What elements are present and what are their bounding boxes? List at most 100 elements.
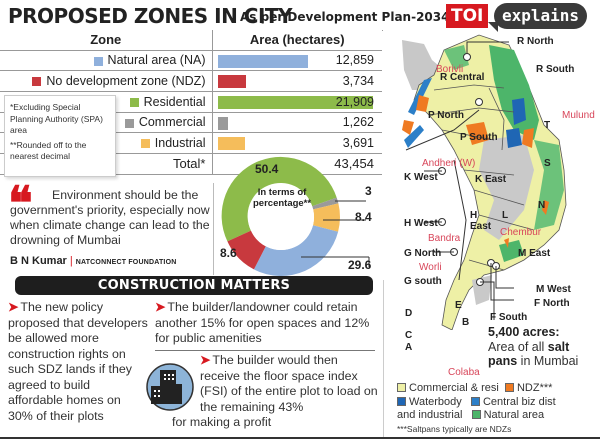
table-row: Natural area (NA) 12,859 xyxy=(0,50,382,72)
point-3-text: The builder would then receive the floor… xyxy=(200,353,378,414)
ward-label-p-north: P North xyxy=(428,110,464,121)
donut-slice-natural-area xyxy=(253,225,339,276)
ward-label-s: S xyxy=(544,158,551,169)
attribution-separator: | xyxy=(69,255,73,267)
bottom-rule xyxy=(0,437,600,439)
place-label-bandra: Bandra xyxy=(428,233,461,244)
swatch-residential xyxy=(129,97,139,107)
legend-swatch-natural-area xyxy=(471,410,481,419)
bar-residential xyxy=(217,95,373,109)
ward-label-n: N xyxy=(538,200,546,211)
ward-label-c: C xyxy=(405,330,413,341)
total-value: 43,454 xyxy=(334,156,374,172)
total-label: Total* xyxy=(172,156,206,172)
legend-swatch-commercial-resi xyxy=(397,383,406,392)
quote-attribution: B N Kumar | NATCONNECT FOUNDATION xyxy=(10,255,176,267)
area-value: 21,909 xyxy=(335,94,374,109)
construction-point-2: ➤ The builder/landowner could retain anot… xyxy=(155,300,380,347)
donut-center-caption: In terms of percentage** xyxy=(253,187,312,209)
footnote-box: *Excluding Special Planning Authority (S… xyxy=(4,95,116,177)
ward-label-r-central: R Central xyxy=(440,72,485,83)
zone-label: Industrial xyxy=(154,136,206,151)
ward-label-l: L xyxy=(502,210,509,221)
explains-badge: explains xyxy=(494,3,588,29)
arrow-bullet-icon: ➤ xyxy=(155,300,166,314)
bar-industrial xyxy=(217,137,245,151)
donut-slice-residential xyxy=(221,156,337,242)
legend-label: Commercial & resi xyxy=(409,382,499,394)
ward-label-r-north: R North xyxy=(517,36,554,47)
column-separator xyxy=(383,280,384,437)
area-value: 3,691 xyxy=(342,136,374,151)
speech-bubble-tail xyxy=(488,22,498,32)
zone-label: Commercial xyxy=(138,115,206,130)
ward-label-k-west: K West xyxy=(404,172,438,183)
area-value: 3,734 xyxy=(342,74,374,89)
quote-author-organization: NATCONNECT FOUNDATION xyxy=(75,259,177,266)
ward-label-p-south: P South xyxy=(460,132,498,143)
point-2-text: The builder/landowner could retain anoth… xyxy=(155,300,370,345)
quote-mark-icon: ❝ xyxy=(8,176,33,230)
quote-author-name: B N Kumar xyxy=(10,255,67,267)
footnote-spa: *Excluding Special Planning Authority (S… xyxy=(10,102,103,135)
swatch-natural-area xyxy=(93,56,103,66)
legend-label: Waterbody xyxy=(409,395,462,408)
bar-commercial xyxy=(217,116,228,130)
place-label-borivli: Borivli xyxy=(436,64,464,75)
donut-slice-ndz xyxy=(227,230,266,270)
donut-slice-industrial xyxy=(313,203,340,232)
ward-label-f-south: F South xyxy=(490,312,528,323)
construction-point-1: ➤ The new policy proposed that developers… xyxy=(8,300,148,424)
point-divider xyxy=(155,350,375,351)
ward-label-g-south: G south xyxy=(404,276,442,287)
place-label-worli: Worli xyxy=(419,262,442,273)
ward-label-f-north: F North xyxy=(534,298,570,309)
construction-point-3-continued: for making a profit xyxy=(172,415,272,429)
place-label-mulund: Mulund xyxy=(562,110,595,121)
swatch-ndz xyxy=(32,77,42,87)
area-value: 1,262 xyxy=(342,115,374,130)
point-1-text: The new policy proposed that developers … xyxy=(8,300,148,423)
bar-ndz xyxy=(217,75,246,89)
footnote-rounding: **Rounded off to the nearest decimal xyxy=(10,139,87,162)
legend-label: and industrial xyxy=(397,409,463,421)
legend-label: Natural area xyxy=(483,409,545,421)
donut-slice-commercial xyxy=(312,197,339,210)
percentage-donut-chart xyxy=(221,156,370,276)
zone-label: No development zone (NDZ) xyxy=(46,74,206,89)
zone-label: Residential xyxy=(143,94,206,109)
column-header-zone: Zone xyxy=(0,30,213,51)
donut-label-industrial: 8.4 xyxy=(355,210,372,224)
donut-label-natural-area: 29.6 xyxy=(348,258,372,272)
legend-label: NDZ*** xyxy=(516,382,553,394)
ward-label-m-east: M East xyxy=(518,248,551,259)
construction-point-3: ➤ The builder would then receive the floo… xyxy=(200,353,380,415)
place-label-chembur: Chembur xyxy=(500,227,542,238)
page-subtitle: As per Development Plan-2034 xyxy=(240,10,450,24)
ward-label-t: T xyxy=(544,120,551,131)
ward-label-h-east: H East xyxy=(470,210,492,232)
zone-label: Natural area (NA) xyxy=(107,53,206,68)
area-value: 12,859 xyxy=(335,53,374,68)
bar-natural-area xyxy=(217,54,308,68)
legend-swatch-cbd xyxy=(470,396,480,406)
ward-label-h-west: H West xyxy=(404,218,438,229)
swatch-commercial xyxy=(124,118,134,128)
ward-label-k-east: K East xyxy=(475,174,507,185)
quote-divider xyxy=(213,183,214,275)
salt-pans-callout: 5,400 acres: Area of all salt pans in Mu… xyxy=(488,325,579,368)
legend-label: Central biz dist xyxy=(482,395,556,408)
place-label-colaba: Colaba xyxy=(448,367,480,378)
legend-footnote: ***Saltpans typically are NDZs xyxy=(397,423,512,434)
arrow-bullet-icon: ➤ xyxy=(200,353,211,367)
ward-label-g-north: G North xyxy=(404,248,442,259)
donut-label-commercial: 3 xyxy=(365,184,372,198)
legend-swatch-ndz xyxy=(504,383,514,392)
construction-matters-banner: CONSTRUCTION MATTERS xyxy=(15,276,373,295)
ward-label-b: B xyxy=(462,317,470,328)
ward-label-d: D xyxy=(405,308,413,319)
ward-label-m-west: M West xyxy=(536,284,571,295)
salt-pans-figure: 5,400 acres: xyxy=(488,325,560,339)
page-title: PROPOSED ZONES IN CITY xyxy=(8,4,293,28)
legend-swatch-waterbody xyxy=(397,396,406,406)
